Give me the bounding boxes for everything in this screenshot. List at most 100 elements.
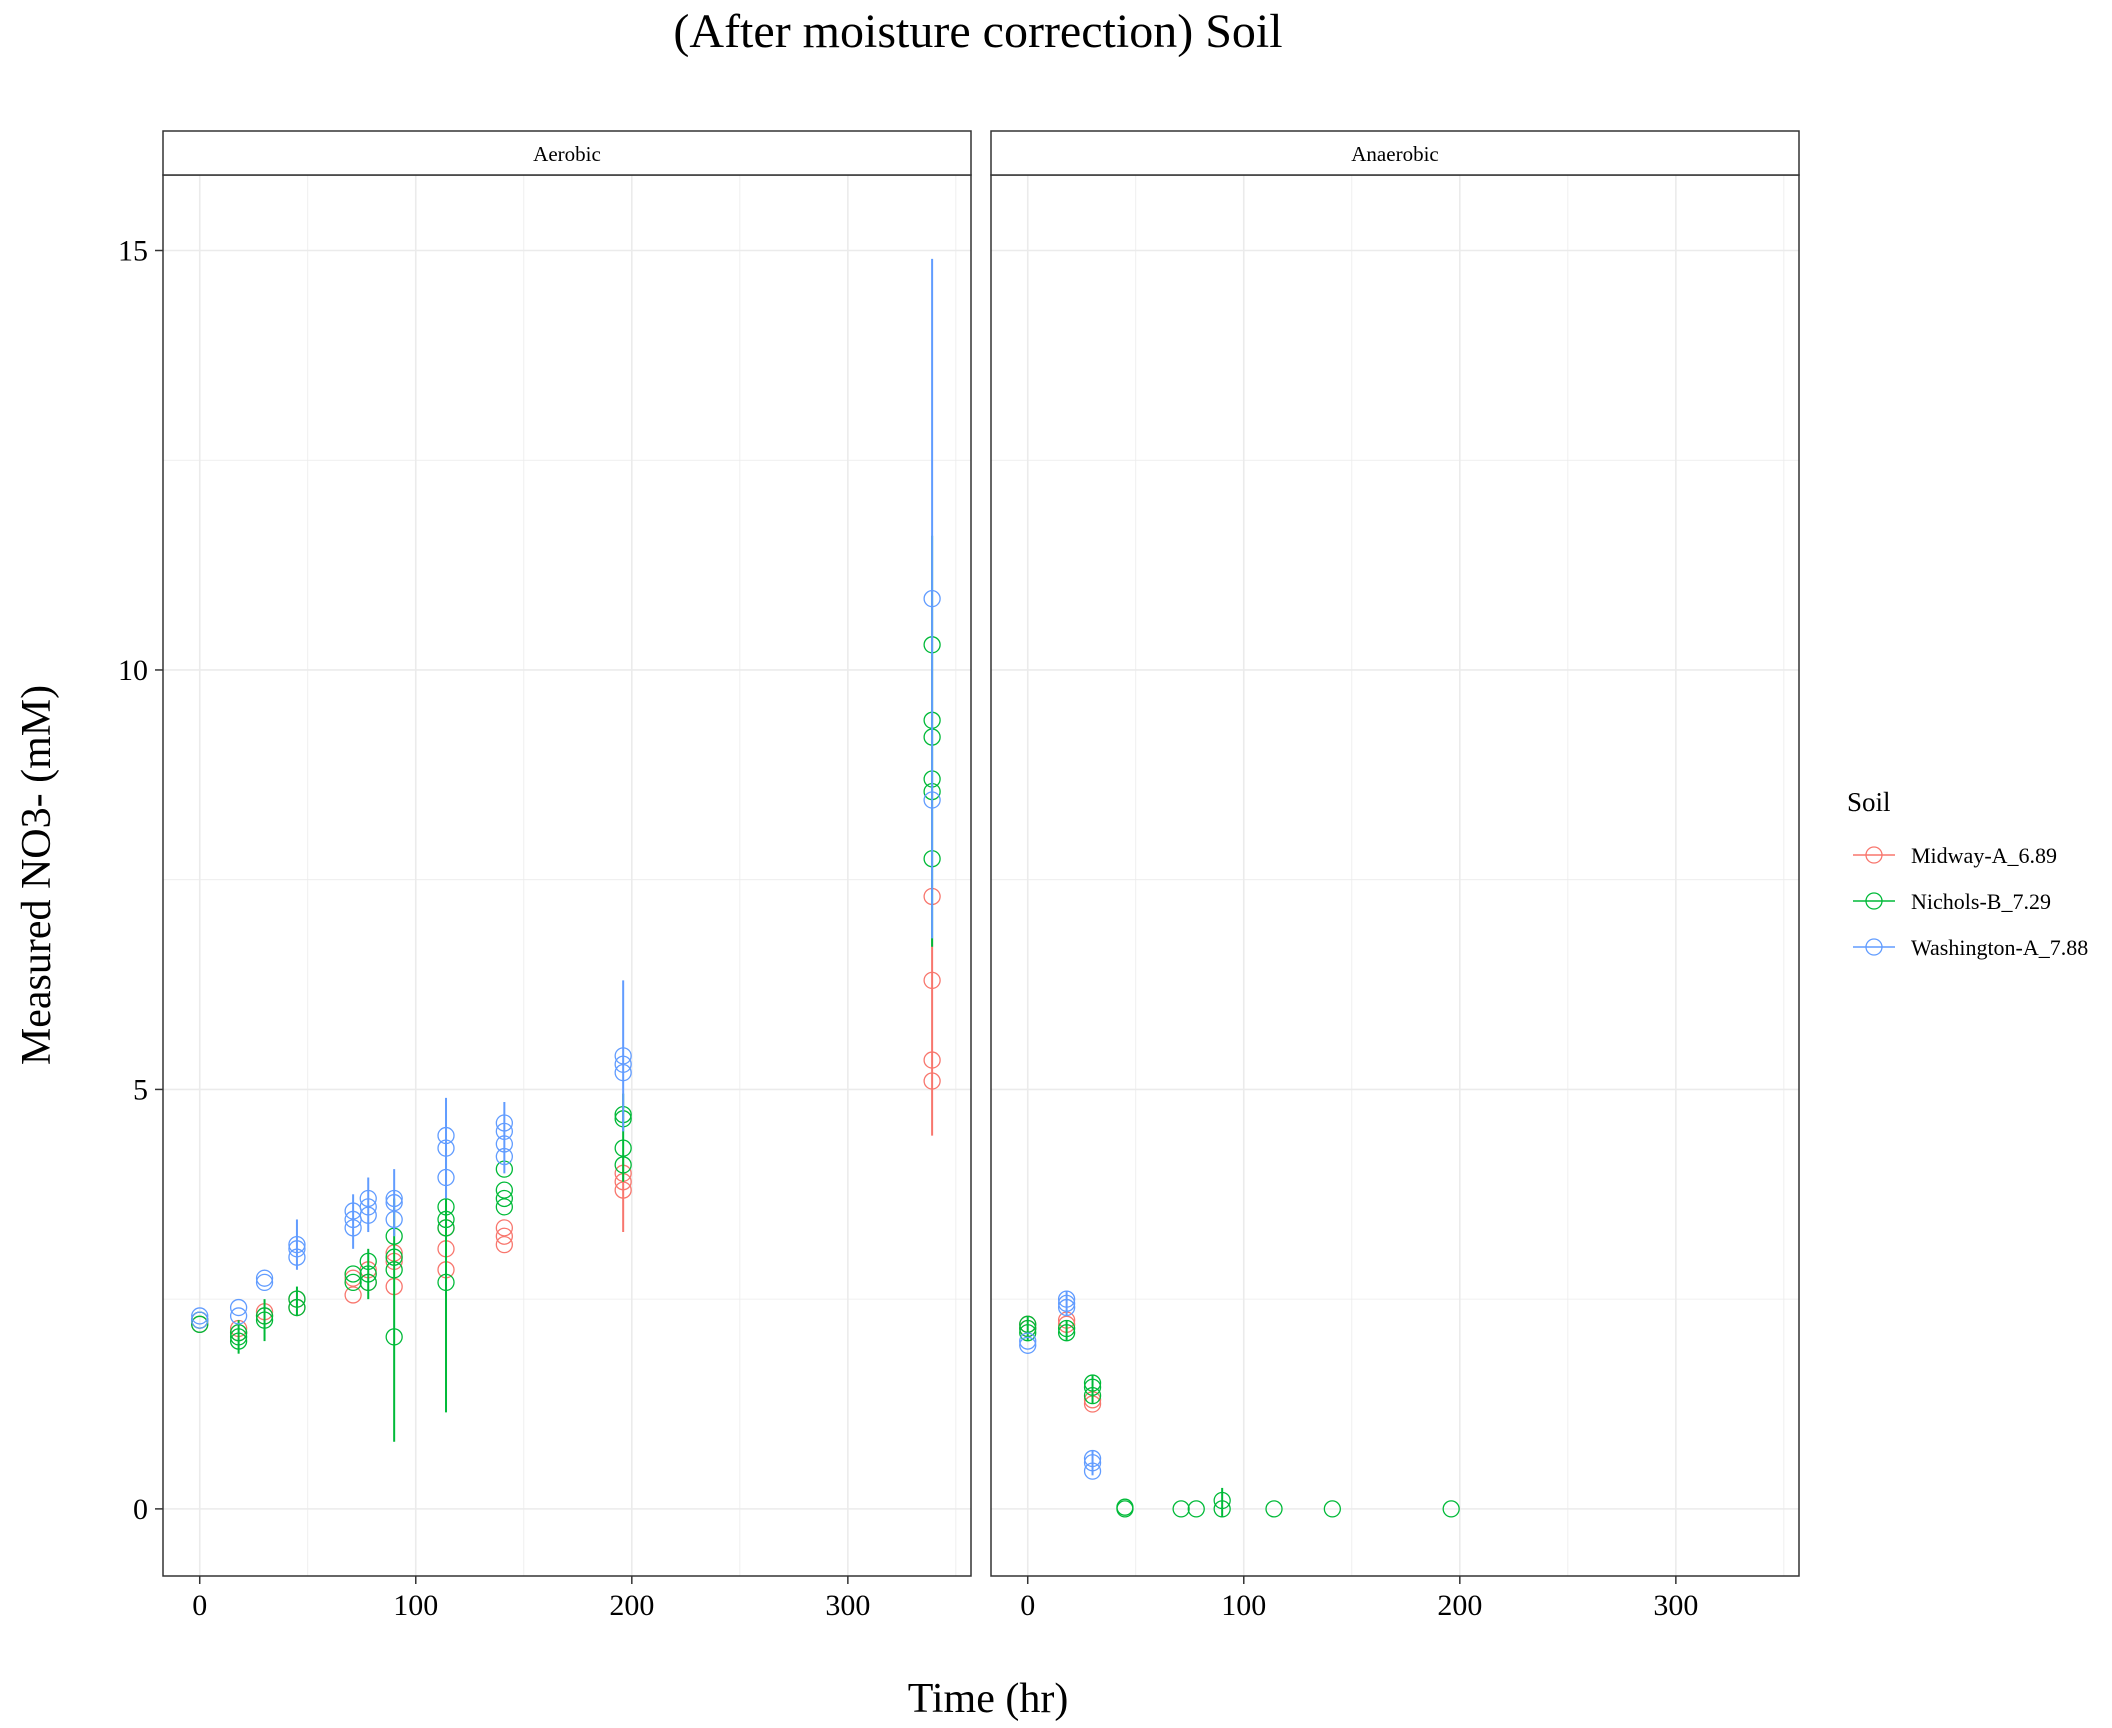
data-point: [359, 1252, 377, 1271]
data-point: [229, 1298, 248, 1317]
data-point: [385, 1261, 403, 1279]
data-point: [614, 1047, 632, 1065]
data-point: [923, 971, 941, 990]
data-point: [495, 1235, 513, 1254]
data-point: [923, 1072, 941, 1090]
data-point: [359, 1265, 377, 1283]
y-axis: 0 5 10 15: [118, 235, 163, 1526]
data-point: [1116, 1498, 1134, 1516]
data-point: [437, 1273, 455, 1292]
data-point: [437, 1198, 455, 1216]
x-tick-label: 100: [1221, 1589, 1266, 1622]
data-point: [614, 1181, 632, 1199]
y-tick-label: 10: [118, 654, 148, 687]
panel-anaerobic-strip-label: Anaerobic: [1351, 142, 1438, 166]
data-point: [1057, 1319, 1076, 1338]
data-point: [1019, 1324, 1037, 1342]
data-point: [359, 1206, 377, 1224]
data-point: [255, 1307, 274, 1325]
y-tick-label: 0: [133, 1493, 148, 1526]
series-washington-a-7-88: [1019, 1290, 1102, 1480]
data-point: [1019, 1315, 1037, 1333]
data-point: [495, 1227, 513, 1245]
data-point: [344, 1219, 362, 1237]
data-point: [385, 1248, 403, 1266]
data-point: [344, 1265, 362, 1283]
data-point: [495, 1198, 513, 1216]
series-washington-a-7-88: [191, 258, 941, 1329]
data-point: [288, 1240, 306, 1258]
panel-aerobic: Aerobic: [162, 130, 972, 1577]
panel-anaerobic-background: [991, 175, 1799, 1576]
y-axis-label: Measured NO3- (mM): [14, 685, 60, 1065]
data-point: [1057, 1298, 1076, 1317]
data-point: [495, 1147, 513, 1166]
data-point: [614, 1055, 632, 1073]
data-point: [1187, 1500, 1205, 1518]
data-point: [1019, 1336, 1037, 1354]
data-point: [437, 1210, 455, 1229]
data-point: [344, 1273, 362, 1292]
data-point: [1323, 1500, 1341, 1518]
data-point: [1057, 1324, 1076, 1342]
data-point: [614, 1063, 632, 1082]
x-tick-label: 100: [393, 1589, 438, 1622]
legend: Soil Midway-A_6.89 Nichols-B_7.29 Washingt…: [1847, 787, 2088, 960]
legend-key-point: [1865, 846, 1883, 864]
data-point: [385, 1194, 403, 1212]
data-point: [437, 1168, 455, 1187]
data-point: [255, 1273, 274, 1292]
data-point: [495, 1181, 513, 1199]
data-point: [1083, 1454, 1102, 1472]
data-point: [1213, 1491, 1231, 1510]
data-point: [1172, 1500, 1190, 1518]
y-tick-label: 5: [133, 1073, 148, 1106]
x-tick-label: 300: [825, 1589, 870, 1622]
panel-anaerobic-marks: [1019, 1290, 1460, 1518]
data-point: [495, 1114, 513, 1132]
panel-anaerobic-strip: [990, 130, 1800, 176]
data-point: [1083, 1449, 1102, 1468]
data-point: [437, 1219, 455, 1237]
data-point: [1019, 1319, 1037, 1338]
x-tick-label: 200: [609, 1589, 654, 1622]
chart-title: (After moisture correction) Soil: [673, 5, 1282, 58]
x-tick-label: 0: [1020, 1589, 1035, 1622]
x-tick-label: 0: [192, 1589, 207, 1622]
data-point: [1442, 1500, 1460, 1518]
data-point: [359, 1273, 377, 1292]
legend-key-point: [1865, 892, 1883, 910]
data-point: [385, 1189, 403, 1208]
legend-label: Washington-A_7.88: [1911, 935, 2088, 960]
data-point: [255, 1311, 274, 1329]
data-point: [288, 1248, 306, 1266]
data-point: [1083, 1462, 1102, 1480]
legend-title: Soil: [1847, 787, 1891, 817]
legend-items: Midway-A_6.89 Nichols-B_7.29 Washington-A_…: [1853, 843, 2088, 960]
x-axis-label: Time (hr): [908, 1676, 1069, 1722]
data-point: [1057, 1290, 1076, 1308]
data-point: [1083, 1374, 1102, 1392]
data-point: [495, 1219, 513, 1237]
data-point: [288, 1235, 306, 1254]
data-point: [229, 1328, 248, 1346]
data-point: [495, 1122, 513, 1141]
data-point: [1019, 1332, 1037, 1350]
data-point: [923, 791, 941, 809]
legend-label: Midway-A_6.89: [1911, 843, 2057, 868]
data-point: [923, 1051, 941, 1069]
data-point: [923, 590, 941, 608]
panel-anaerobic-grid: [991, 175, 1799, 1576]
legend-label: Nichols-B_7.29: [1911, 889, 2051, 914]
data-point: [359, 1198, 377, 1216]
data-point: [344, 1286, 362, 1304]
data-point: [437, 1126, 455, 1145]
data-point: [191, 1311, 209, 1329]
data-point: [614, 1139, 632, 1157]
data-point: [1057, 1294, 1076, 1313]
y-tick-label: 15: [118, 235, 148, 268]
data-point: [385, 1328, 403, 1346]
legend-item-nichols-b-7-29: Nichols-B_7.29: [1853, 889, 2051, 914]
data-point: [495, 1135, 513, 1153]
